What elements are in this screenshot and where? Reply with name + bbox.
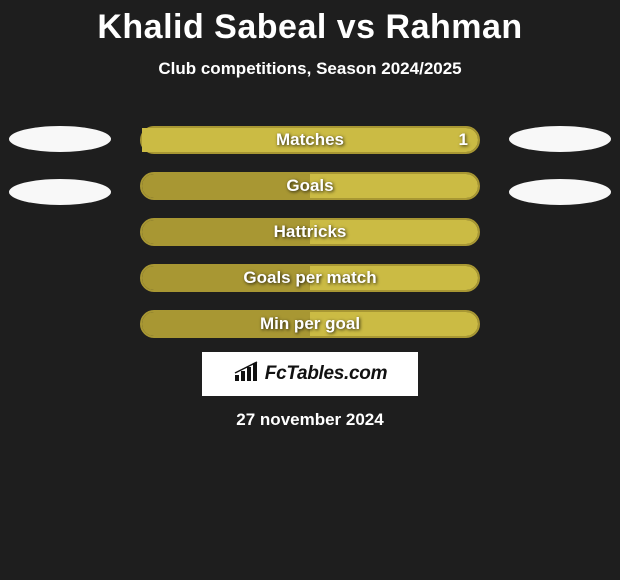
metric-bar: Goals per match: [140, 264, 480, 292]
metric-row: Hattricks: [0, 209, 620, 255]
bar-left-fill: [142, 174, 310, 198]
metric-bar: Hattricks: [140, 218, 480, 246]
metric-bar: Goals: [140, 172, 480, 200]
logo-text: FcTables.com: [265, 363, 387, 385]
metric-bar: Min per goal: [140, 310, 480, 338]
left-player-marker: [9, 179, 111, 205]
page-subtitle: Club competitions, Season 2024/2025: [0, 59, 620, 79]
metric-right-value: 1: [459, 130, 468, 150]
metric-label: Min per goal: [260, 314, 360, 334]
metric-label: Hattricks: [274, 222, 347, 242]
metric-row: Matches 1: [0, 117, 620, 163]
metric-row: Goals: [0, 163, 620, 209]
bar-chart-icon: [233, 361, 261, 388]
date-text: 27 november 2024: [236, 410, 383, 430]
page-title: Khalid Sabeal vs Rahman: [0, 0, 620, 47]
left-player-marker: [9, 126, 111, 152]
metric-rows: Matches 1 Goals Hattricks Goals per match Min…: [0, 117, 620, 347]
logo-card: FcTables.com: [202, 352, 418, 396]
bar-right-fill: [310, 174, 478, 198]
right-player-marker: [509, 179, 611, 205]
metric-label: Goals: [286, 176, 333, 196]
metric-bar: Matches 1: [140, 126, 480, 154]
metric-row: Goals per match: [0, 255, 620, 301]
metric-row: Min per goal: [0, 301, 620, 347]
metric-label: Goals per match: [243, 268, 376, 288]
metric-label: Matches: [276, 130, 344, 150]
right-player-marker: [509, 126, 611, 152]
